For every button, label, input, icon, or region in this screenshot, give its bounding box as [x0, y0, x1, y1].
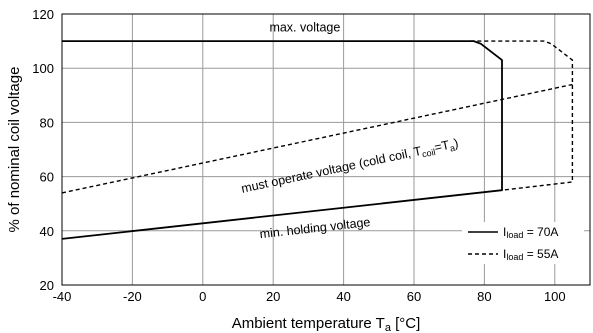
legend-background [462, 222, 584, 264]
legend-70a-suffix: = 70A [523, 225, 558, 239]
min-holding-voltage-label: min. holding voltage [259, 215, 371, 241]
must-operate-text: must operate voltage (cold coil, T [240, 144, 423, 196]
must-operate-sub-coil: coil [421, 147, 436, 160]
plot-frame [61, 13, 591, 286]
series-line-0 [61, 40, 503, 240]
y-axis-title: % of nominal coil voltage [6, 67, 23, 233]
tick-labels: -40 -20 0 20 40 60 80 100 20 40 60 80 100 120 [32, 7, 565, 304]
legend-70a-prefix: I [503, 225, 506, 239]
x-tick-label: -40 [53, 289, 72, 304]
x-tick-label: 20 [266, 289, 280, 304]
legend-label-70a: Iload = 70A [503, 225, 558, 240]
legend-55a-suffix: = 55A [523, 247, 558, 261]
x-axis-title-unit: [°C] [391, 315, 420, 332]
y-tick-label: 80 [40, 115, 54, 130]
x-tick-label: 100 [544, 289, 566, 304]
series-line-1 [470, 40, 574, 191]
x-tick-label: 60 [407, 289, 421, 304]
x-axis-title-sub: a [385, 322, 392, 333]
x-tick-label: 0 [199, 289, 206, 304]
legend-55a-prefix: I [503, 247, 506, 261]
max-voltage-label: max. voltage [269, 21, 340, 35]
x-axis-title: Ambient temperature Ta [°C] [232, 315, 421, 333]
series-line-2 [61, 83, 573, 194]
series-layer [61, 40, 574, 240]
x-tick-label: -20 [123, 289, 142, 304]
legend: Iload = 70A Iload = 55A [462, 222, 584, 264]
x-tick-label: 40 [336, 289, 350, 304]
y-tick-label: 60 [40, 170, 54, 185]
x-axis-title-text: Ambient temperature T [232, 315, 385, 332]
y-tick-label: 20 [40, 278, 54, 293]
y-tick-label: 40 [40, 224, 54, 239]
legend-55a-sub: load [506, 252, 523, 262]
y-tick-label: 100 [32, 61, 54, 76]
must-operate-text-eq: =T [433, 138, 451, 155]
legend-70a-sub: load [506, 230, 523, 240]
y-tick-label: 120 [32, 7, 54, 22]
x-tick-label: 80 [477, 289, 491, 304]
must-operate-close: ) [453, 136, 460, 151]
legend-label-55a: Iload = 55A [503, 247, 558, 262]
must-operate-sub-a: a [449, 143, 456, 154]
